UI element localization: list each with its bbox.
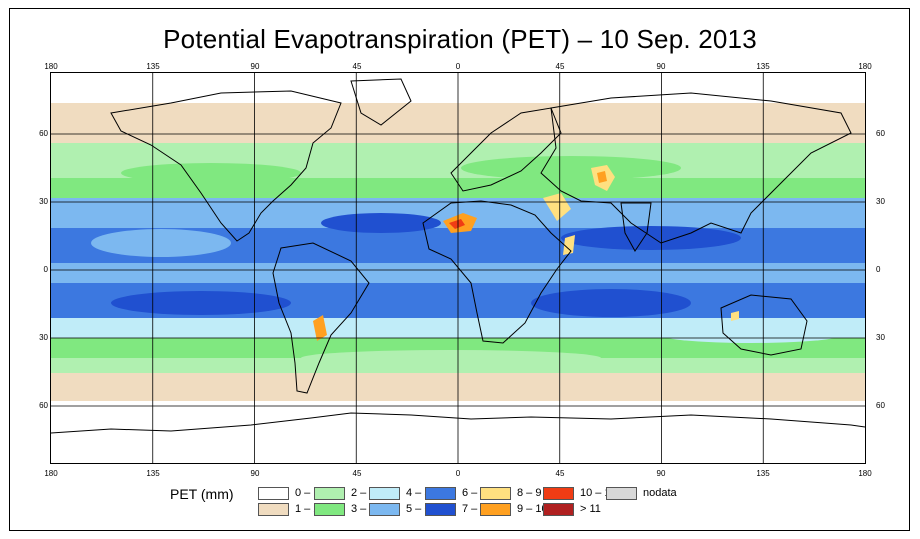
blob-pacific-east — [561, 226, 741, 250]
antarctica-outline — [51, 412, 865, 434]
legend-swatch — [425, 486, 456, 500]
hotspot-horn-africa — [563, 235, 575, 255]
legend-label: 1 – 2 — [295, 503, 320, 515]
blob-south-light-blue-2 — [191, 320, 351, 336]
tick-lon-bottom-1: 135 — [146, 469, 160, 478]
legend-item-9-10: 9 – 10 — [480, 501, 548, 517]
legend-swatch — [480, 486, 511, 500]
legend-swatch — [258, 486, 289, 500]
tick-lat-right-0: 60 — [876, 129, 885, 138]
blob-south-pacific — [111, 291, 291, 315]
pet-map — [50, 72, 866, 464]
hotspot-argentina — [313, 315, 327, 341]
blob-south-green — [301, 350, 601, 366]
legend-item-10-11: 10 – 11 — [543, 485, 616, 501]
legend-swatch — [543, 486, 574, 500]
tick-lat-left-0: 60 — [39, 129, 48, 138]
coastlines — [51, 78, 865, 434]
europe-outline — [450, 107, 562, 192]
australia-outline — [720, 294, 808, 356]
legend-swatch — [369, 502, 400, 516]
map-title: Potential Evapotranspiration (PET) – 10 … — [163, 24, 757, 54]
legend-swatch — [543, 502, 574, 516]
legend-label: 9 – 10 — [517, 503, 548, 515]
legend-swatch — [480, 502, 511, 516]
blob-pacific-north — [91, 229, 231, 257]
tick-lon-bottom-7: 135 — [756, 469, 770, 478]
legend-item-over-11: > 11 — [543, 501, 601, 517]
asia-outline — [540, 92, 852, 244]
legend-label: 4 – 5 — [406, 487, 431, 499]
tick-lat-left-3: 30 — [39, 333, 48, 342]
legend-swatch — [314, 502, 345, 516]
legend-label: > 11 — [580, 503, 601, 515]
legend-item-nodata: nodata — [606, 485, 677, 501]
legend-item-0-1: 0 – 1 — [258, 485, 319, 501]
tick-lon-bottom-2: 90 — [250, 469, 260, 478]
legend-item-8-9: 8 – 9 — [480, 485, 541, 501]
legend-title: PET (mm) — [170, 486, 234, 502]
legend-swatch — [606, 486, 637, 500]
greenland-outline — [350, 78, 412, 126]
tick-lon-top-5: 45 — [555, 62, 565, 71]
legend-item-2-3: 2 – 3 — [314, 485, 375, 501]
legend-label: 5 – 6 — [406, 503, 431, 515]
tick-lat-left-2: 0 — [43, 265, 48, 274]
india-outline — [620, 202, 652, 252]
tick-lat-right-1: 30 — [876, 197, 885, 206]
tick-lon-bottom-3: 45 — [352, 469, 362, 478]
tick-lon-bottom-0: 180 — [44, 469, 58, 478]
tick-lon-bottom-6: 90 — [656, 469, 666, 478]
legend-label: nodata — [643, 487, 677, 499]
south-america-outline — [272, 242, 370, 394]
tick-lat-left-4: 60 — [39, 401, 48, 410]
tick-lon-top-2: 90 — [250, 62, 260, 71]
tick-lon-bottom-5: 45 — [555, 469, 565, 478]
tick-lon-top-1: 135 — [146, 62, 160, 71]
tick-lat-right-4: 60 — [876, 401, 885, 410]
tick-lon-top-6: 90 — [656, 62, 666, 71]
hotspot-sahara-red — [449, 219, 465, 229]
legend-item-6-7: 6 – 7 — [425, 485, 486, 501]
north-america-outline — [110, 90, 342, 242]
tick-lon-top-8: 180 — [858, 62, 872, 71]
legend-label: 0 – 1 — [295, 487, 320, 499]
tick-lat-right-2: 0 — [876, 265, 881, 274]
legend-item-4-5: 4 – 5 — [369, 485, 430, 501]
hotspot-iran-orange — [597, 171, 607, 183]
legend-label: 8 – 9 — [517, 487, 542, 499]
hotspot-australia — [731, 311, 739, 321]
map-canvas — [51, 73, 865, 463]
blob-north-green-2 — [121, 163, 301, 183]
legend-swatch — [369, 486, 400, 500]
tick-lon-bottom-8: 180 — [858, 469, 872, 478]
tick-lat-right-3: 30 — [876, 333, 885, 342]
hotspot-arabia — [543, 193, 571, 221]
tick-lon-bottom-4: 0 — [455, 469, 461, 478]
africa-outline — [422, 200, 572, 344]
tick-lon-top-7: 135 — [756, 62, 770, 71]
tick-lat-left-1: 30 — [39, 197, 48, 206]
legend-item-7-8: 7 – 8 — [425, 501, 486, 517]
legend-item-1-2: 1 – 2 — [258, 501, 319, 517]
legend-swatch — [258, 502, 289, 516]
blob-indian-ocean — [531, 289, 691, 317]
blob-atlantic-north — [321, 213, 441, 233]
legend-swatch — [314, 486, 345, 500]
legend-swatch — [425, 502, 456, 516]
figure-frame — [9, 8, 910, 531]
blob-north-green — [461, 156, 681, 180]
blob-south-light-blue — [661, 327, 841, 343]
tick-lon-top-4: 0 — [455, 62, 461, 71]
tick-lon-top-0: 180 — [44, 62, 58, 71]
tick-lon-top-3: 45 — [352, 62, 362, 71]
legend-item-3-4: 3 – 4 — [314, 501, 375, 517]
legend-item-5-6: 5 – 6 — [369, 501, 430, 517]
